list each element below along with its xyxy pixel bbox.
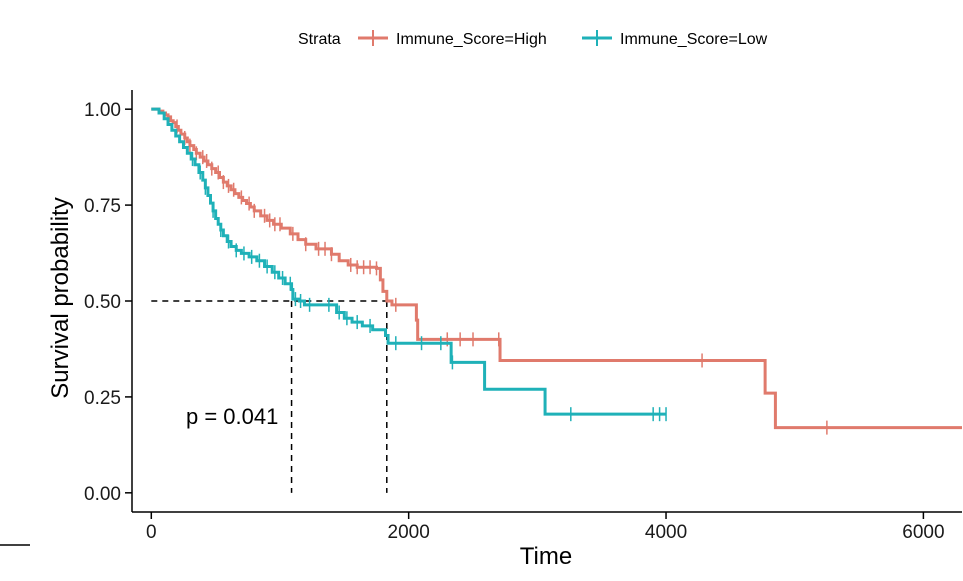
survival-curves bbox=[151, 107, 962, 435]
legend-label-low: Immune_Score=Low bbox=[620, 31, 768, 48]
legend-label-high: Immune_Score=High bbox=[396, 31, 547, 48]
y-tick-label: 0.50 bbox=[84, 292, 121, 313]
legend: Strata Immune_Score=High Immune_Score=Lo… bbox=[298, 30, 768, 48]
legend-title: Strata bbox=[298, 31, 341, 48]
y-tick-label: 0.75 bbox=[84, 196, 121, 217]
median-reference-lines bbox=[151, 300, 388, 493]
series-low bbox=[151, 107, 667, 422]
survival-curve-line bbox=[151, 107, 962, 430]
y-tick-label: 0.25 bbox=[84, 388, 121, 409]
x-axis-ticks: 0 2000 4000 6000 bbox=[146, 512, 945, 543]
legend-key-high bbox=[358, 30, 388, 46]
y-tick-label: 0.00 bbox=[84, 484, 121, 505]
series-high bbox=[151, 107, 962, 435]
x-axis-title: Time bbox=[520, 543, 572, 570]
y-axis-ticks: 0.00 0.25 0.50 0.75 1.00 bbox=[84, 100, 132, 505]
x-tick-label: 0 bbox=[146, 522, 157, 543]
p-value-annotation: p = 0.041 bbox=[186, 404, 278, 429]
survival-curve-line bbox=[151, 107, 667, 416]
x-tick-label: 4000 bbox=[645, 522, 687, 543]
y-axis-title: Survival probability bbox=[47, 197, 74, 398]
x-tick-label: 6000 bbox=[902, 522, 944, 543]
x-tick-label: 2000 bbox=[388, 522, 430, 543]
y-tick-label: 1.00 bbox=[84, 100, 121, 121]
legend-key-low bbox=[582, 30, 612, 46]
